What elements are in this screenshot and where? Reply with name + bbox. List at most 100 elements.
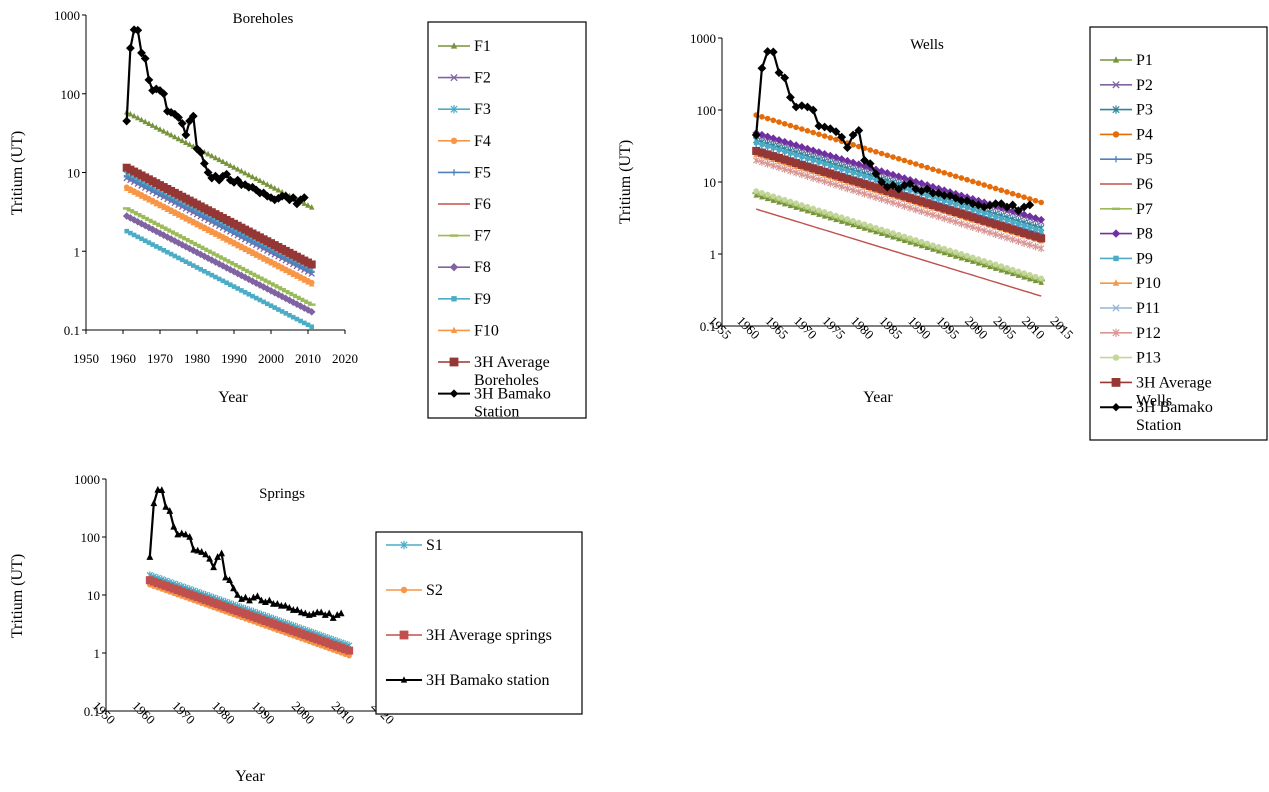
data-point: [172, 133, 178, 140]
data-point: [172, 210, 178, 216]
data-point: [816, 207, 822, 213]
data-point: [871, 169, 881, 179]
data-point: [752, 146, 761, 155]
data-point: [231, 240, 237, 247]
data-point: [935, 244, 942, 250]
y-tick-label: 10: [703, 175, 716, 190]
data-point: [183, 204, 189, 211]
data-point: [827, 179, 834, 187]
data-point: [814, 121, 824, 131]
data-point: [1027, 196, 1033, 202]
legend-label: F9: [474, 291, 491, 308]
data-point: [264, 258, 271, 264]
data-point: [166, 507, 174, 514]
data-point: [848, 130, 858, 140]
data-point: [810, 158, 816, 163]
data-point: [1038, 275, 1044, 282]
data-point: [209, 272, 215, 278]
x-tick-label: 2000: [289, 698, 318, 727]
legend-swatch-marker: [1111, 403, 1121, 412]
data-point: [928, 201, 937, 210]
data-point: [793, 204, 799, 210]
data-point: [799, 202, 805, 208]
data-point: [308, 269, 315, 276]
data-point: [991, 220, 1000, 229]
data-point: [939, 191, 949, 200]
legend-item: P9: [1100, 250, 1153, 267]
data-point: [157, 202, 163, 209]
data-point: [946, 216, 954, 224]
data-point: [826, 151, 835, 160]
x-tick-label: 1980: [848, 313, 877, 342]
data-point: [305, 322, 311, 328]
data-point: [301, 265, 308, 272]
legend-label: F6: [474, 196, 491, 213]
data-point: [279, 188, 285, 195]
data-point: [179, 202, 185, 209]
data-point: [246, 171, 252, 178]
data-point: [242, 290, 248, 295]
legend-swatch-marker: [1111, 229, 1121, 238]
data-point: [941, 214, 948, 223]
data-point: [1004, 265, 1010, 271]
x-tick-label: 2010: [329, 698, 358, 727]
x-tick-label: 1990: [905, 313, 934, 342]
data-point: [935, 247, 942, 254]
y-tick-label: 0.1: [700, 319, 716, 334]
data-point: [122, 212, 131, 220]
data-point: [201, 225, 208, 232]
data-point: [759, 193, 765, 200]
data-point: [1009, 266, 1016, 273]
data-point: [238, 244, 245, 251]
data-point: [947, 200, 953, 205]
data-point: [861, 221, 868, 227]
data-point: [152, 227, 161, 236]
data-point: [294, 261, 300, 268]
legend-label-line: Boreholes: [474, 372, 539, 389]
data-point: [810, 209, 816, 216]
data-point: [150, 242, 155, 247]
data-point: [234, 166, 241, 172]
data-point: [850, 217, 856, 224]
data-point: [138, 193, 145, 199]
data-point: [918, 207, 925, 216]
data-point: [770, 117, 777, 124]
data-point: [889, 188, 897, 197]
data-point: [958, 175, 965, 181]
y-tick-label: 100: [697, 103, 717, 118]
legend-label: P7: [1136, 201, 1153, 218]
data-point: [294, 273, 300, 279]
data-point: [970, 207, 976, 212]
data-point: [844, 219, 851, 226]
data-point: [223, 237, 230, 243]
data-point: [183, 139, 189, 145]
data-point: [285, 195, 294, 205]
legend-label: 3H Bamako Station: [1136, 399, 1213, 434]
data-point: [286, 258, 293, 264]
data-point: [764, 191, 771, 198]
data-point: [809, 146, 817, 155]
legend-label: P13: [1136, 350, 1161, 367]
legend-label: 3H Bamako Station: [474, 386, 551, 421]
data-point: [906, 204, 914, 212]
chart-title: Wells: [910, 37, 944, 53]
legend-item: 3H Average springs: [386, 627, 552, 644]
data-point: [227, 227, 234, 234]
data-point: [850, 141, 856, 148]
legend-label: 3H Bamako station: [426, 672, 550, 689]
data-point: [873, 228, 879, 235]
data-point: [976, 209, 981, 214]
data-point: [1010, 219, 1015, 225]
data-point: [179, 214, 185, 220]
data-point: [838, 182, 845, 191]
data-point: [200, 252, 209, 261]
data-point: [992, 265, 999, 271]
data-point: [165, 249, 170, 255]
legend-swatch-marker: [1112, 131, 1120, 138]
data-point: [206, 554, 214, 562]
data-point: [877, 177, 886, 187]
data-point: [235, 286, 240, 291]
data-point: [918, 242, 925, 249]
data-point: [293, 606, 301, 613]
data-point: [1027, 275, 1033, 282]
